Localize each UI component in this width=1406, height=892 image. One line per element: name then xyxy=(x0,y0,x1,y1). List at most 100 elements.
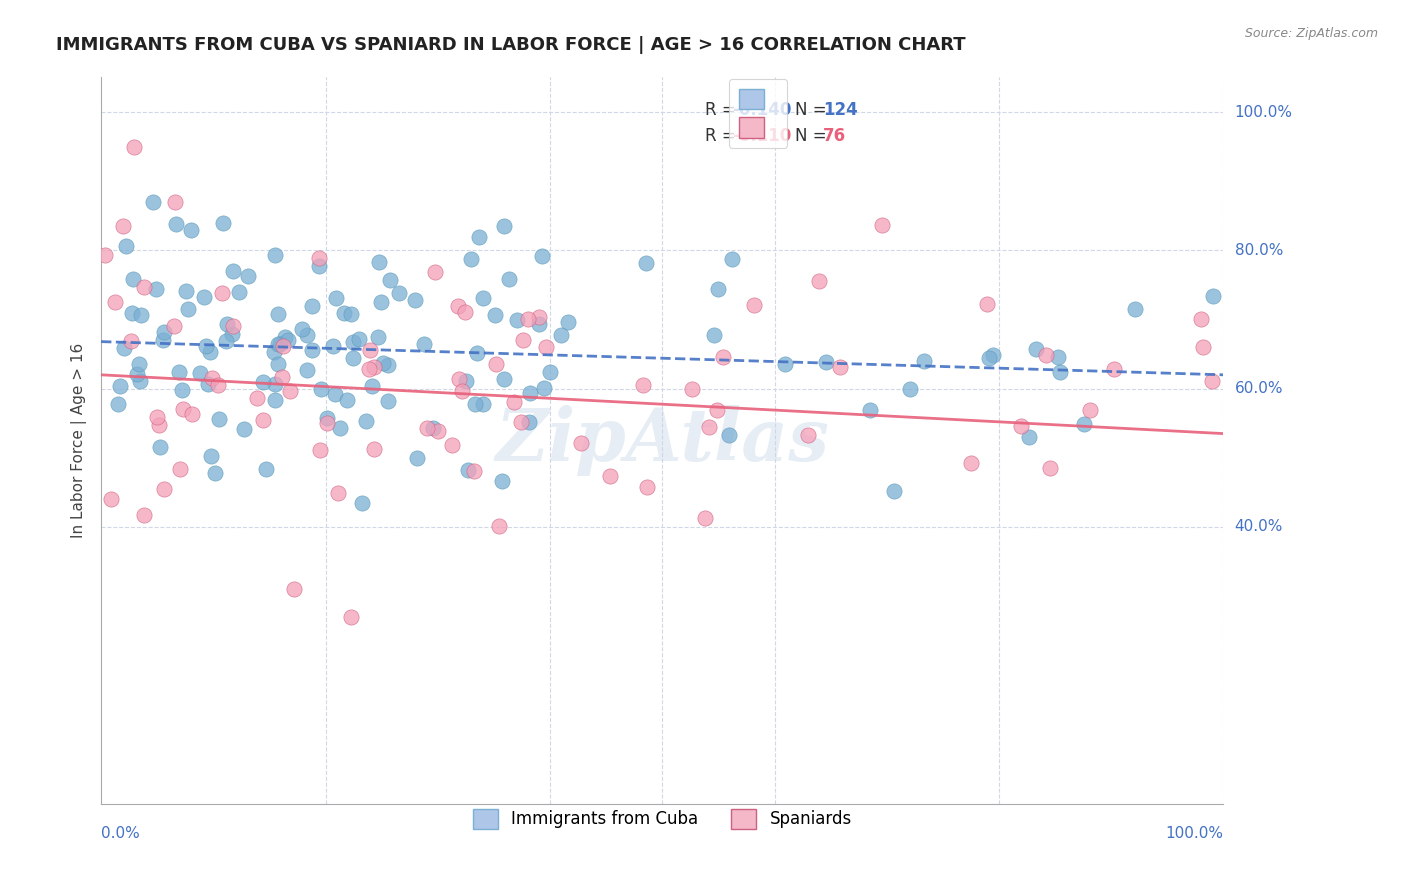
Point xyxy=(177,302,200,317)
Point xyxy=(301,343,323,358)
Point xyxy=(1080,403,1102,417)
Point xyxy=(271,339,294,353)
Point xyxy=(329,421,352,435)
Point xyxy=(405,450,427,465)
Text: -0.110: -0.110 xyxy=(733,127,792,145)
Point xyxy=(706,403,728,417)
Point xyxy=(484,308,506,322)
Point xyxy=(148,417,170,432)
Point xyxy=(898,382,921,396)
Point xyxy=(264,377,287,392)
Point xyxy=(342,351,364,365)
Point xyxy=(142,194,165,209)
Point xyxy=(111,219,134,233)
Point xyxy=(807,274,830,288)
Point xyxy=(706,282,728,296)
Point xyxy=(872,218,894,232)
Point xyxy=(527,318,550,332)
Text: N =: N = xyxy=(794,101,831,119)
Point xyxy=(122,139,145,153)
Point xyxy=(134,280,156,294)
Text: 100.0%: 100.0% xyxy=(1166,826,1223,841)
Point xyxy=(367,329,389,343)
Point xyxy=(357,362,380,376)
Point xyxy=(267,337,290,351)
Point xyxy=(283,582,305,597)
Point xyxy=(232,422,254,436)
Point xyxy=(252,375,274,389)
Point xyxy=(465,346,488,360)
Point xyxy=(263,393,285,408)
Point xyxy=(339,307,361,321)
Point xyxy=(308,260,330,274)
Point xyxy=(325,291,347,305)
Point xyxy=(236,268,259,283)
Point xyxy=(129,308,152,322)
Point xyxy=(323,387,346,401)
Point xyxy=(517,415,540,429)
Point xyxy=(516,312,538,326)
Point xyxy=(1201,375,1223,389)
Point xyxy=(267,357,290,371)
Text: Source: ZipAtlas.com: Source: ZipAtlas.com xyxy=(1244,27,1378,40)
Point xyxy=(569,435,592,450)
Point xyxy=(447,299,470,313)
Point xyxy=(336,393,359,408)
Text: 76: 76 xyxy=(823,127,846,145)
Point xyxy=(125,367,148,381)
Point xyxy=(1189,312,1212,326)
Point xyxy=(264,248,287,262)
Point xyxy=(170,383,193,397)
Point xyxy=(121,306,143,320)
Point xyxy=(533,381,555,395)
Point xyxy=(222,318,245,333)
Text: 40.0%: 40.0% xyxy=(1234,519,1282,534)
Point xyxy=(193,290,215,304)
Point xyxy=(104,294,127,309)
Point xyxy=(308,251,330,265)
Point xyxy=(557,315,579,329)
Point xyxy=(519,385,541,400)
Text: N =: N = xyxy=(794,127,831,145)
Point xyxy=(404,293,426,307)
Text: R =: R = xyxy=(704,127,741,145)
Point xyxy=(510,416,533,430)
Point xyxy=(120,334,142,348)
Point xyxy=(498,272,520,286)
Text: 60.0%: 60.0% xyxy=(1234,381,1284,396)
Point xyxy=(128,357,150,371)
Text: ZipAtlas: ZipAtlas xyxy=(495,405,830,476)
Point xyxy=(211,285,233,300)
Text: 100.0%: 100.0% xyxy=(1234,104,1292,120)
Point xyxy=(172,402,194,417)
Point xyxy=(830,360,852,375)
Point xyxy=(152,333,174,347)
Point xyxy=(423,265,446,279)
Point xyxy=(228,285,250,299)
Point xyxy=(460,252,482,266)
Point xyxy=(1123,302,1146,317)
Text: R =: R = xyxy=(704,101,741,119)
Point xyxy=(316,411,339,425)
Point xyxy=(415,421,437,435)
Point xyxy=(195,339,218,353)
Point xyxy=(322,338,344,352)
Point xyxy=(377,358,399,372)
Point xyxy=(711,350,734,364)
Point xyxy=(883,484,905,499)
Text: 0.0%: 0.0% xyxy=(101,826,139,841)
Point xyxy=(550,328,572,343)
Point xyxy=(463,464,485,478)
Point xyxy=(599,468,621,483)
Point xyxy=(492,219,515,233)
Point xyxy=(108,379,131,393)
Point xyxy=(377,394,399,409)
Point xyxy=(494,371,516,385)
Point xyxy=(246,392,269,406)
Point xyxy=(529,310,551,324)
Point xyxy=(1039,461,1062,475)
Point xyxy=(451,384,474,399)
Point xyxy=(534,339,557,353)
Point xyxy=(152,325,174,339)
Point xyxy=(169,461,191,475)
